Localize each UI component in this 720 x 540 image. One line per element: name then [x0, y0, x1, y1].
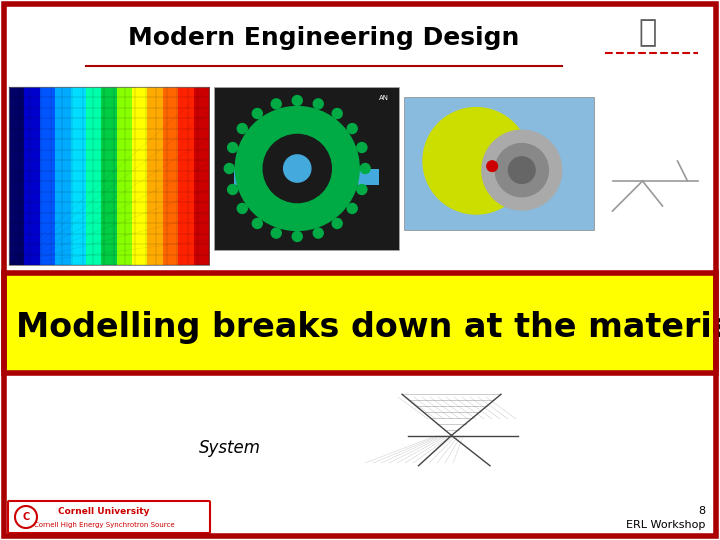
Bar [4, 498, 716, 536]
Bar [234, 168, 379, 185]
Bar [9, 87, 209, 265]
Bar [214, 87, 399, 250]
Bar [4, 4, 716, 79]
Text: ERL Workshop: ERL Workshop [626, 520, 706, 530]
Bar [9, 87, 25, 265]
Bar [117, 87, 133, 265]
Bar [148, 87, 164, 265]
Text: C: C [22, 512, 30, 522]
Circle shape [252, 219, 262, 228]
Circle shape [271, 99, 282, 109]
Circle shape [292, 232, 302, 241]
Bar [4, 79, 716, 273]
Text: Cornell University: Cornell University [58, 507, 150, 516]
Circle shape [264, 134, 331, 202]
Text: Modelling breaks down at the materials level: Modelling breaks down at the materials l… [16, 312, 720, 345]
Circle shape [252, 109, 262, 119]
Text: System: System [199, 439, 261, 457]
Bar [4, 273, 716, 373]
Circle shape [284, 155, 311, 182]
Text: 8: 8 [698, 507, 706, 516]
Circle shape [347, 124, 357, 133]
Circle shape [313, 228, 323, 238]
Text: ⛪: ⛪ [639, 18, 657, 47]
Circle shape [271, 228, 282, 238]
Circle shape [423, 107, 529, 214]
Circle shape [313, 99, 323, 109]
Circle shape [347, 204, 357, 213]
Bar [132, 87, 148, 265]
Circle shape [235, 106, 359, 231]
Circle shape [487, 161, 498, 172]
Bar [179, 87, 194, 265]
Circle shape [225, 164, 234, 173]
Text: Modern Engineering Design: Modern Engineering Design [128, 26, 520, 50]
Circle shape [495, 144, 549, 197]
Circle shape [357, 185, 367, 194]
Circle shape [357, 143, 367, 152]
Bar [24, 87, 41, 265]
Circle shape [292, 96, 302, 105]
Circle shape [482, 130, 562, 210]
FancyBboxPatch shape [8, 501, 210, 533]
Bar [404, 97, 594, 230]
Circle shape [228, 143, 238, 152]
Bar [194, 87, 210, 265]
Bar [71, 87, 87, 265]
Circle shape [332, 109, 342, 119]
Circle shape [360, 164, 370, 173]
Circle shape [238, 204, 247, 213]
Text: Cornell High Energy Synchrotron Source: Cornell High Energy Synchrotron Source [34, 522, 174, 528]
Bar [4, 373, 716, 498]
Bar [163, 87, 179, 265]
Circle shape [238, 124, 247, 133]
Text: AN: AN [379, 95, 389, 101]
Bar [102, 87, 117, 265]
Bar [86, 87, 102, 265]
Circle shape [228, 185, 238, 194]
Circle shape [508, 157, 535, 184]
Circle shape [332, 219, 342, 228]
Bar [55, 87, 71, 265]
Bar [40, 87, 56, 265]
